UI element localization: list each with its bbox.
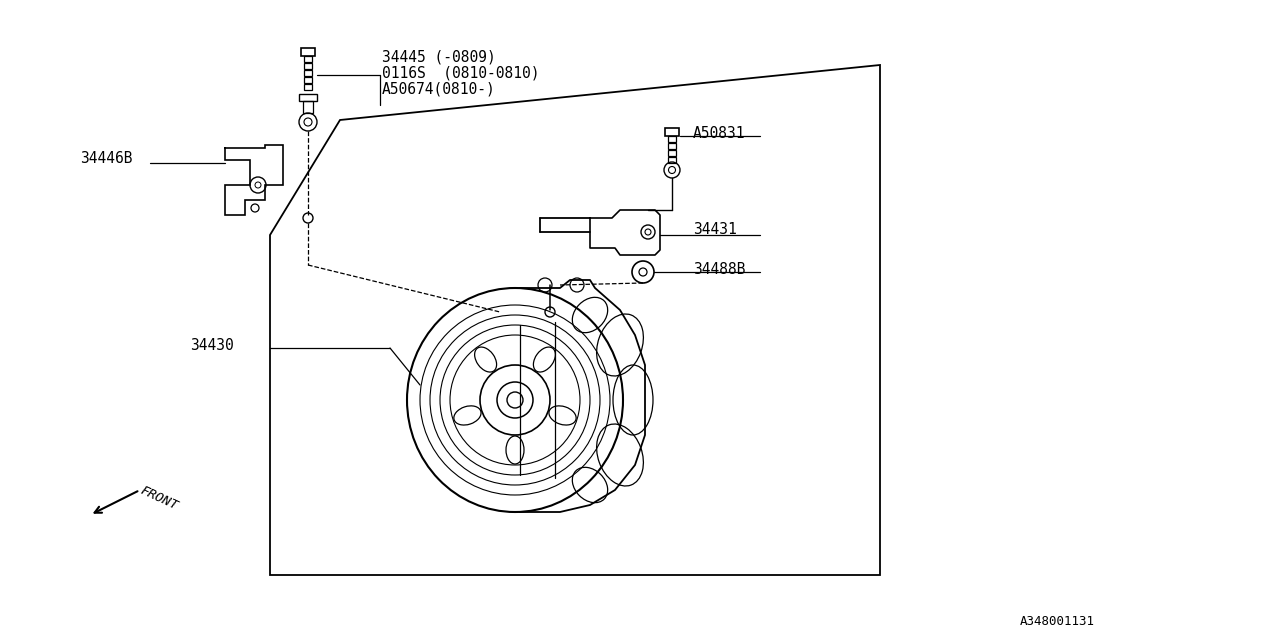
Text: A348001131: A348001131 [1020,615,1094,628]
Bar [303,101,314,113]
Bar [668,157,676,163]
Text: 34446B: 34446B [79,151,133,166]
Text: 34430: 34430 [189,338,234,353]
Text: 0116S  (0810-0810): 0116S (0810-0810) [381,66,539,81]
Bar [668,150,676,156]
Bar [300,94,317,101]
Bar [305,77,312,83]
Bar [305,63,312,69]
Text: 34445 (-0809): 34445 (-0809) [381,50,495,65]
Text: FRONT: FRONT [138,484,179,513]
Text: 34488B: 34488B [692,262,745,277]
Bar [668,136,676,142]
Bar [668,143,676,149]
Bar [305,84,312,90]
Bar [301,48,315,56]
Text: A50674(0810-): A50674(0810-) [381,82,495,97]
Text: A50831: A50831 [692,126,745,141]
Bar [666,128,678,136]
Text: 34431: 34431 [692,222,737,237]
Bar [305,70,312,76]
Bar [305,56,312,62]
